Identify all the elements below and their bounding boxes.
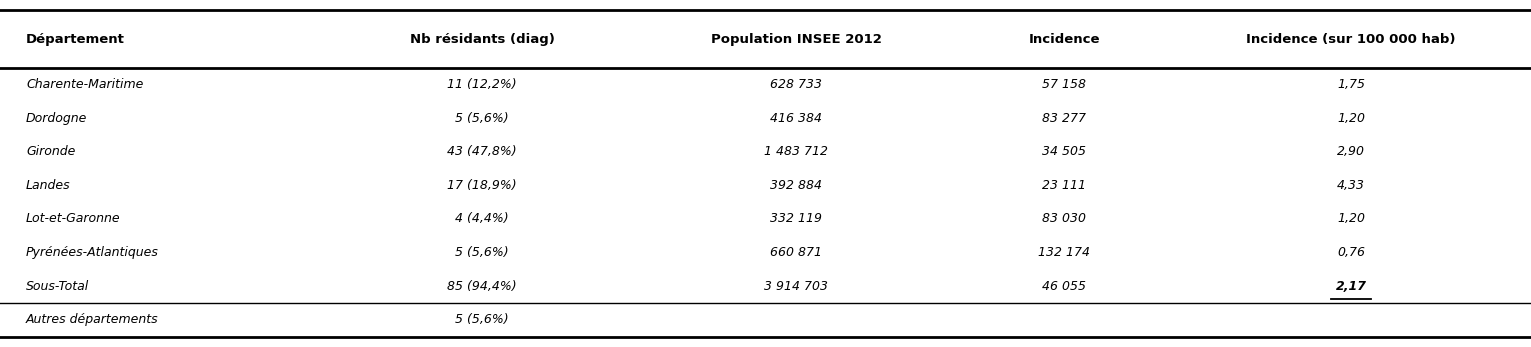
Text: 416 384: 416 384 [770,112,822,125]
Text: 1,75: 1,75 [1337,78,1366,91]
Text: Population INSEE 2012: Population INSEE 2012 [710,33,882,45]
Text: 23 111: 23 111 [1043,179,1085,192]
Text: 46 055: 46 055 [1043,280,1085,293]
Text: 5 (5,6%): 5 (5,6%) [455,313,510,326]
Text: 11 (12,2%): 11 (12,2%) [447,78,517,91]
Text: 1,20: 1,20 [1337,212,1366,226]
Text: 17 (18,9%): 17 (18,9%) [447,179,517,192]
Text: 4 (4,4%): 4 (4,4%) [455,212,510,226]
Text: 0,76: 0,76 [1337,246,1366,259]
Text: Lot-et-Garonne: Lot-et-Garonne [26,212,121,226]
Text: Département: Département [26,33,126,45]
Text: 2,90: 2,90 [1337,145,1366,158]
Text: 332 119: 332 119 [770,212,822,226]
Text: 34 505: 34 505 [1043,145,1085,158]
Text: 1 483 712: 1 483 712 [764,145,828,158]
Text: 83 030: 83 030 [1043,212,1085,226]
Text: 660 871: 660 871 [770,246,822,259]
Text: 392 884: 392 884 [770,179,822,192]
Text: Sous-Total: Sous-Total [26,280,89,293]
Text: 2,17: 2,17 [1335,280,1367,293]
Text: Nb résidants (diag): Nb résidants (diag) [410,33,554,45]
Text: 1,20: 1,20 [1337,112,1366,125]
Text: 4,33: 4,33 [1337,179,1366,192]
Text: 5 (5,6%): 5 (5,6%) [455,246,510,259]
Text: 85 (94,4%): 85 (94,4%) [447,280,517,293]
Text: Dordogne: Dordogne [26,112,87,125]
Text: Incidence: Incidence [1029,33,1099,45]
Text: Pyrénées-Atlantiques: Pyrénées-Atlantiques [26,246,159,259]
Text: 83 277: 83 277 [1043,112,1085,125]
Text: Autres départements: Autres départements [26,313,159,326]
Text: Gironde: Gironde [26,145,75,158]
Text: Landes: Landes [26,179,70,192]
Text: 628 733: 628 733 [770,78,822,91]
Text: 57 158: 57 158 [1043,78,1085,91]
Text: Charente-Maritime: Charente-Maritime [26,78,144,91]
Text: 5 (5,6%): 5 (5,6%) [455,112,510,125]
Text: 43 (47,8%): 43 (47,8%) [447,145,517,158]
Text: 3 914 703: 3 914 703 [764,280,828,293]
Text: 132 174: 132 174 [1038,246,1090,259]
Text: Incidence (sur 100 000 hab): Incidence (sur 100 000 hab) [1246,33,1456,45]
